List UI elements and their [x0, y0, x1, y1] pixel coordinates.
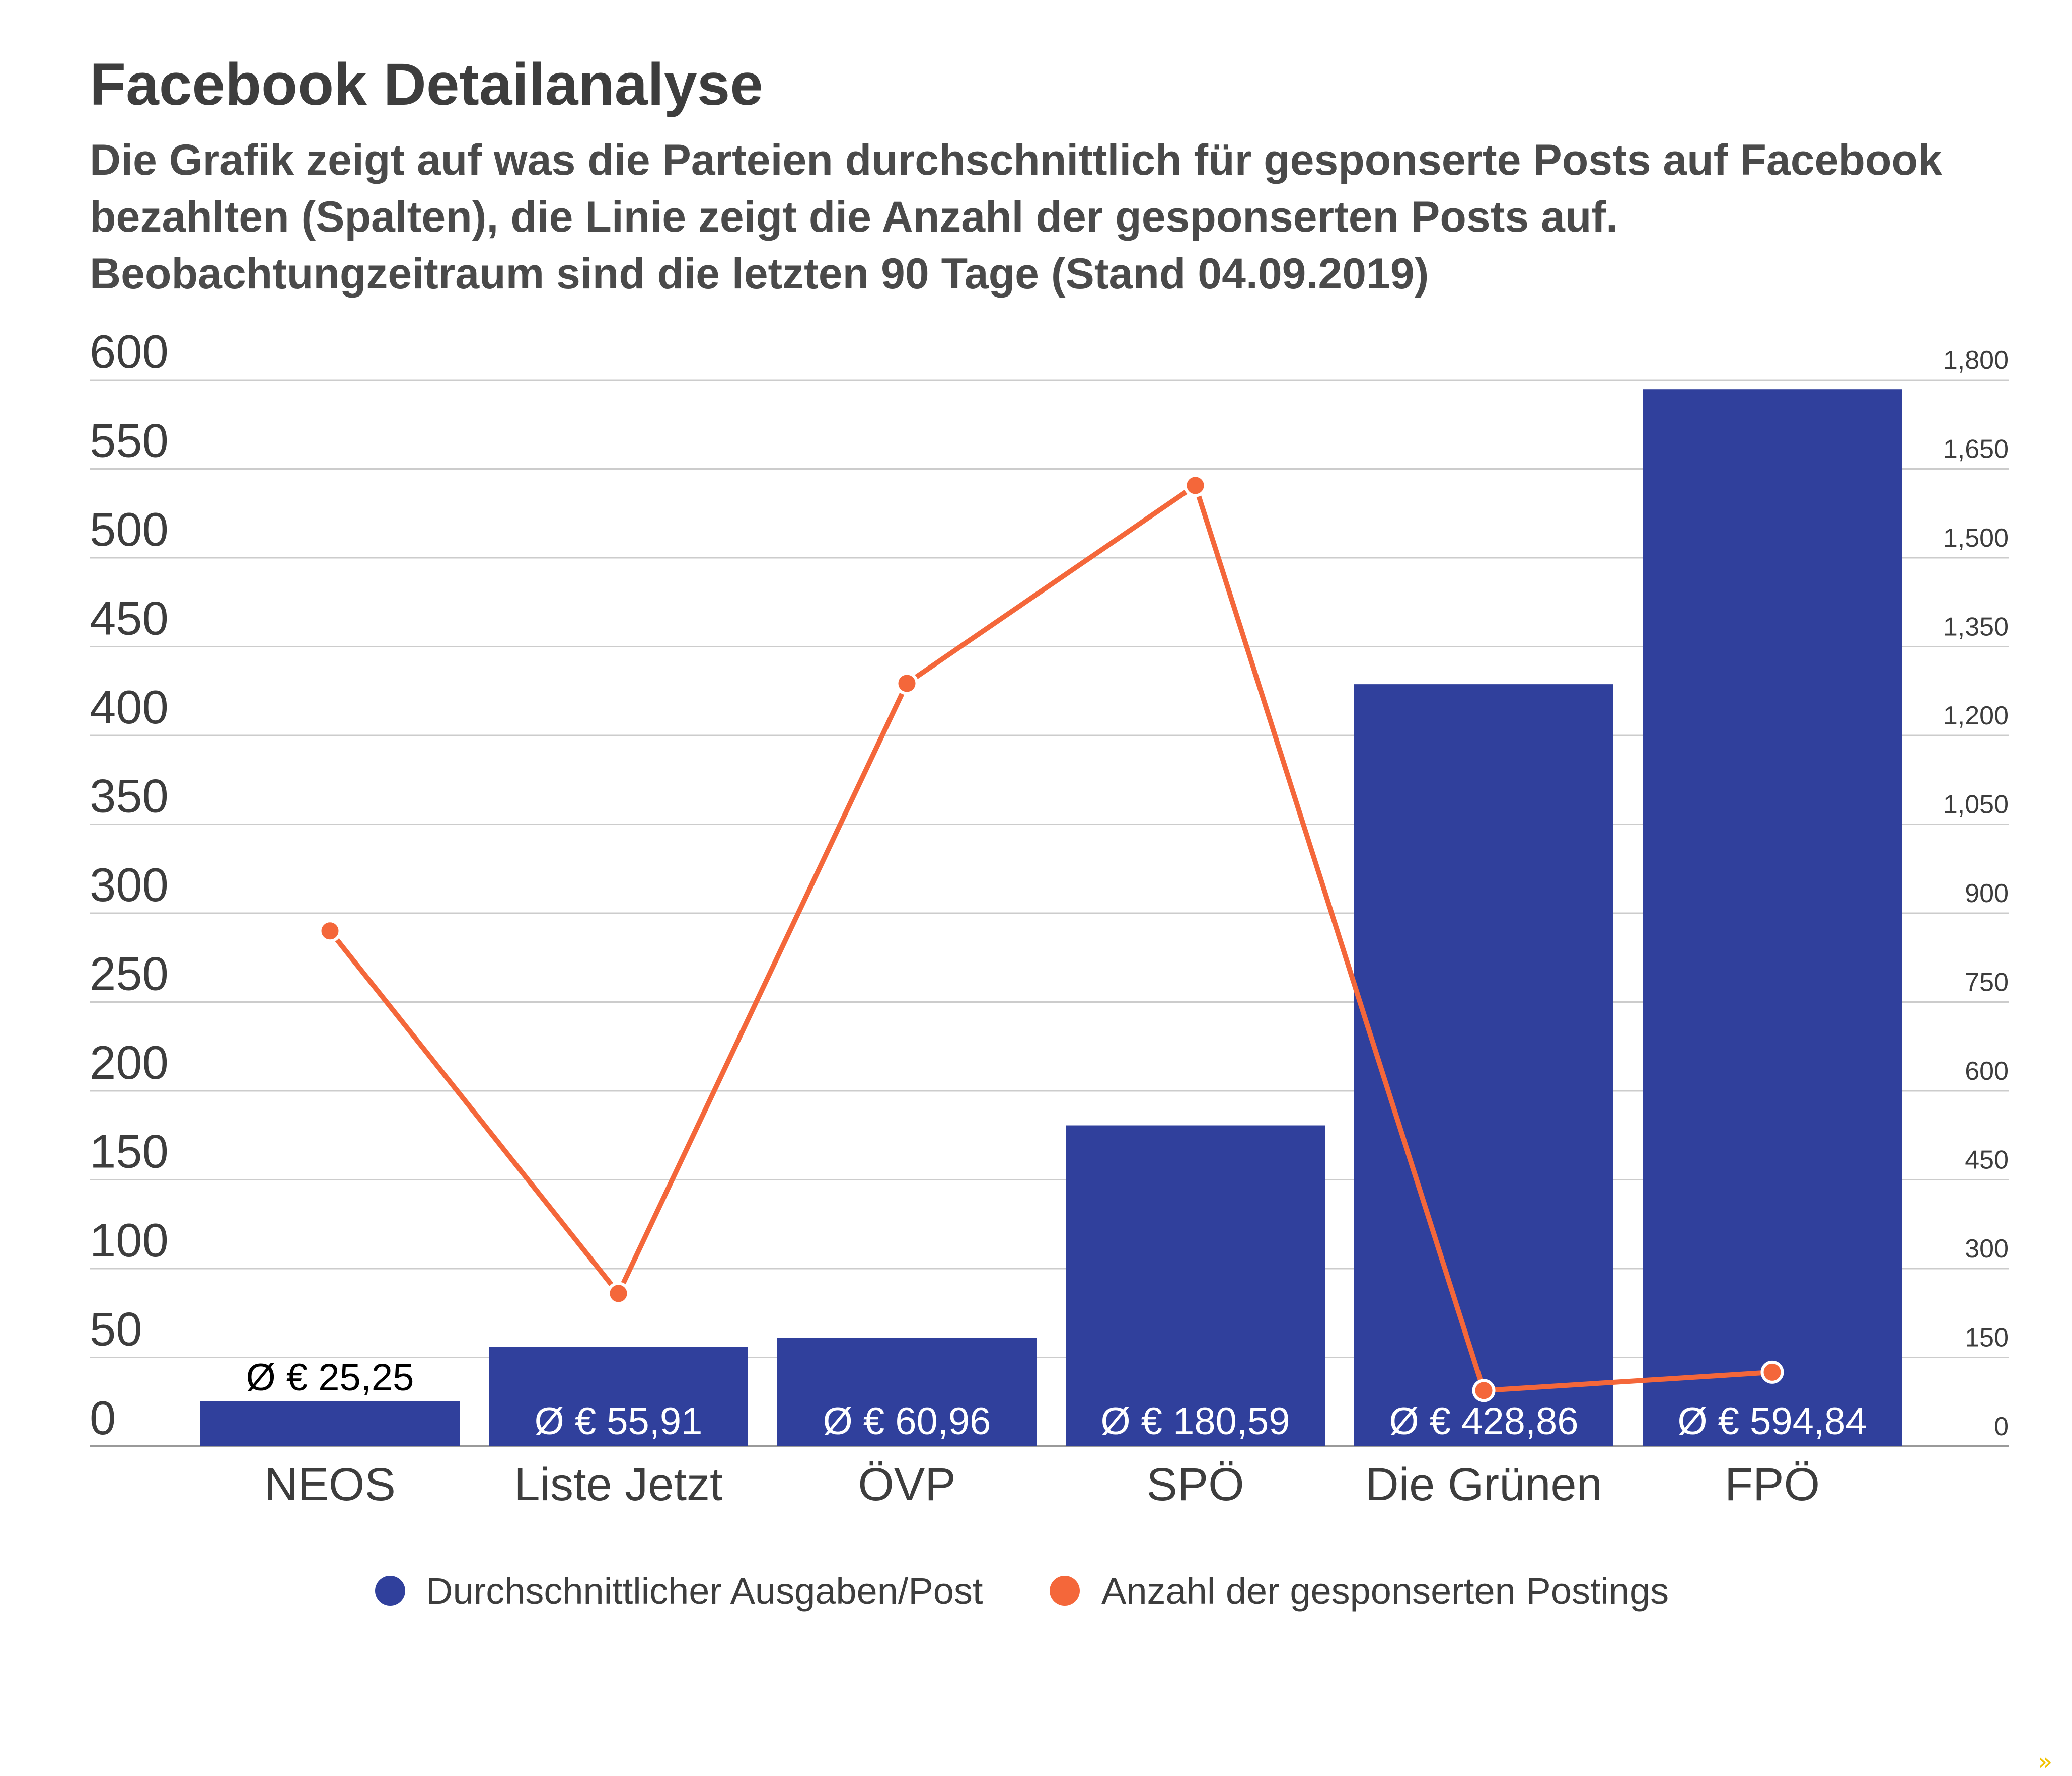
bar [1643, 389, 1902, 1446]
left-axis-tick-label: 250 [90, 947, 169, 1000]
chart-subtitle-line-3: Beobachtungzeitraum sind die letzten 90 … [90, 250, 1429, 298]
corner-mark: » [2038, 1748, 2052, 1776]
right-axis-tick-label: 1,500 [1943, 524, 2009, 553]
right-axis-tick-label: 750 [1965, 968, 2009, 997]
bar [1066, 1125, 1325, 1446]
category-axis: NEOS Liste Jetzt ÖVP SPÖ Die Grünen FPÖ [264, 1459, 1820, 1510]
right-axis-tick-label: 450 [1965, 1146, 2009, 1175]
bar-data-label: Ø € 25,25 [246, 1356, 414, 1399]
line-point [1183, 474, 1207, 497]
left-axis-tick-label: 400 [90, 681, 169, 733]
right-axis-tick-label: 1,350 [1943, 613, 2009, 642]
bar [1354, 684, 1613, 1446]
legend: Durchschnittlicher Ausgaben/Post Anzahl d… [375, 1570, 1669, 1612]
bar [200, 1401, 460, 1446]
line-point [895, 672, 919, 695]
chart-subtitle-line-2: bezahlten (Spalten), die Linie zeigt die… [90, 193, 1618, 241]
bar-data-labels: Ø € 25,25 Ø € 55,91 Ø € 60,96 Ø € 180,59 Ø €… [246, 1356, 1867, 1443]
line-series [318, 474, 1784, 1402]
right-axis-tick-label: 150 [1965, 1323, 2009, 1353]
series-line [328, 483, 1772, 1393]
line-point [318, 919, 342, 943]
bar-data-label: Ø € 428,86 [1389, 1400, 1578, 1443]
bar [489, 1347, 748, 1446]
category-label: ÖVP [858, 1459, 955, 1510]
right-axis-tick-label: 1,650 [1943, 435, 2009, 464]
category-label: Die Grünen [1365, 1459, 1602, 1510]
left-axis-tick-label: 500 [90, 503, 169, 556]
right-axis-tick-label: 1,200 [1943, 701, 2009, 730]
legend-label-line: Anzahl der gesponserten Postings [1101, 1570, 1669, 1612]
bar [777, 1338, 1037, 1446]
legend-swatch-line [1050, 1576, 1080, 1606]
line-point [607, 1282, 630, 1305]
chart-title: Facebook Detailanalyse [90, 51, 763, 118]
left-axis-tick-label: 100 [90, 1214, 169, 1267]
legend-label-bar: Durchschnittlicher Ausgaben/Post [426, 1570, 983, 1612]
left-axis-tick-label: 300 [90, 858, 169, 911]
right-axis-tick-label: 1,050 [1943, 790, 2009, 820]
left-axis: 0 50 100 150 200 250 300 350 400 450 500 550 600 [90, 325, 169, 1444]
line-point [1472, 1379, 1496, 1402]
left-axis-tick-label: 550 [90, 414, 169, 467]
right-axis: 0 150 300 450 600 750 900 1,050 1,200 1,350 1,500 1… [1943, 346, 2009, 1441]
category-label: SPÖ [1146, 1459, 1244, 1510]
left-axis-tick-label: 0 [90, 1391, 116, 1444]
bar-data-label: Ø € 180,59 [1100, 1400, 1290, 1443]
line-point [1760, 1360, 1784, 1384]
right-axis-tick-label: 600 [1965, 1057, 2009, 1086]
bar-data-label: Ø € 594,84 [1677, 1400, 1867, 1443]
right-axis-tick-label: 0 [1994, 1412, 2009, 1441]
bar-data-label: Ø € 60,96 [823, 1400, 991, 1443]
right-axis-tick-label: 1,800 [1943, 346, 2009, 375]
right-axis-tick-label: 300 [1965, 1234, 2009, 1264]
right-axis-tick-label: 900 [1965, 879, 2009, 908]
bar-series [200, 389, 1902, 1446]
legend-swatch-bar [375, 1576, 405, 1606]
category-label: NEOS [264, 1459, 396, 1510]
chart-subtitle-line-1: Die Grafik zeigt auf was die Parteien du… [90, 136, 1942, 184]
left-axis-tick-label: 200 [90, 1036, 169, 1089]
left-axis-tick-label: 450 [90, 592, 169, 645]
category-label: Liste Jetzt [514, 1459, 722, 1510]
category-label: FPÖ [1725, 1459, 1820, 1510]
left-axis-tick-label: 50 [90, 1303, 142, 1356]
left-axis-tick-label: 600 [90, 325, 169, 378]
bar-data-label: Ø € 55,91 [535, 1400, 703, 1443]
left-axis-tick-label: 350 [90, 770, 169, 823]
left-axis-tick-label: 150 [90, 1125, 169, 1178]
